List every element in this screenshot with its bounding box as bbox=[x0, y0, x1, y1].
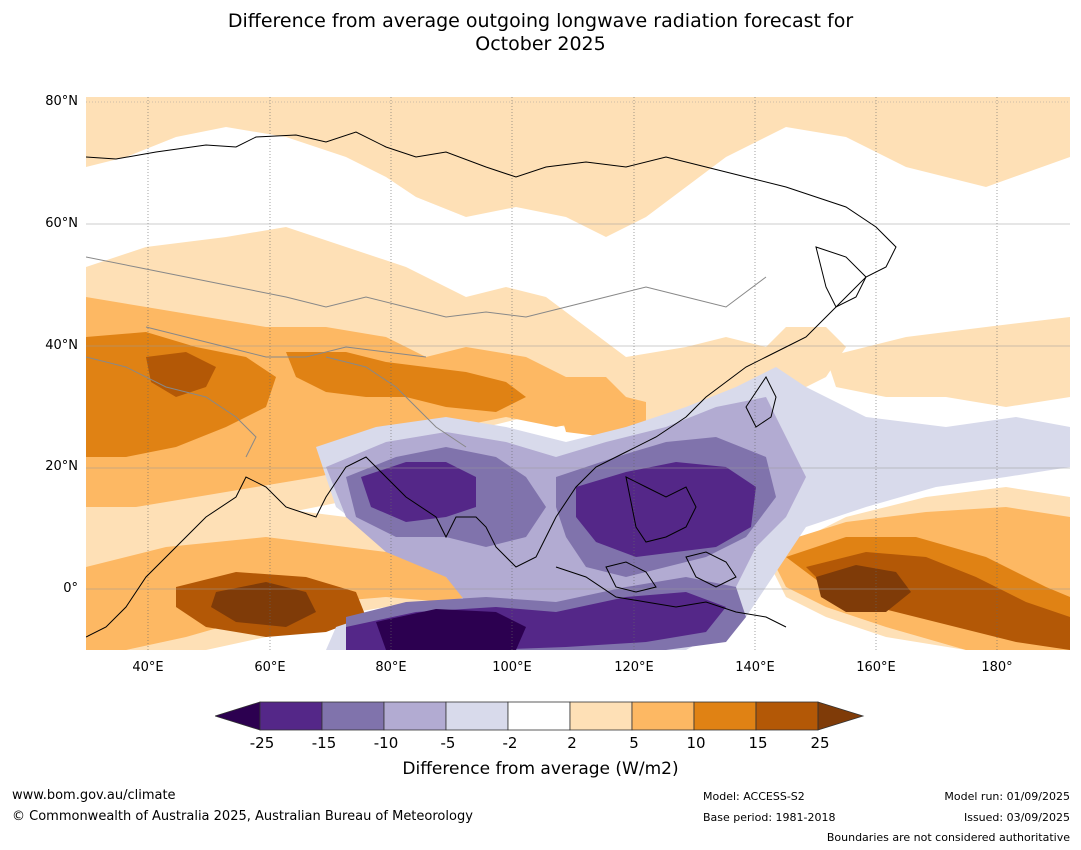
anomaly-region-darkest-brown-indian bbox=[211, 582, 316, 627]
colorbar-segment bbox=[569, 701, 633, 731]
anomaly-region-orange-middle-east bbox=[86, 297, 626, 507]
olr-anomaly-map bbox=[86, 97, 1070, 650]
anomaly-region-light-orange-north bbox=[86, 97, 1070, 237]
lat-label-0: 0° bbox=[63, 581, 78, 596]
colorbar-segment bbox=[631, 701, 695, 731]
footer-copyright: © Commonwealth of Australia 2025, Austra… bbox=[12, 809, 473, 824]
colorbar bbox=[213, 700, 866, 732]
anomaly-region-dark-orange-tibet bbox=[286, 352, 526, 412]
colorbar-title: Difference from average (W/m2) bbox=[402, 759, 679, 779]
colorbar-extend-high bbox=[817, 701, 865, 731]
footer-issued: Issued: 03/09/2025 bbox=[963, 811, 1070, 824]
country-borders bbox=[86, 256, 767, 458]
lat-label-40n: 40°N bbox=[45, 338, 78, 353]
anomaly-region-deep-purple-pacific bbox=[576, 462, 756, 557]
lat-label-80n: 80°N bbox=[45, 94, 78, 109]
colorbar-segment bbox=[321, 701, 385, 731]
anomaly-region-light-orange-pacific bbox=[826, 317, 1070, 407]
colorbar-extend-low bbox=[213, 701, 261, 731]
colorbar-tick: -10 bbox=[373, 734, 399, 752]
footer-model-run: Model run: 01/09/2025 bbox=[944, 790, 1070, 803]
footer-base-period: Base period: 1981-2018 bbox=[703, 811, 836, 824]
lon-label-100e: 100°E bbox=[492, 660, 532, 675]
anomaly-region-darkest-purple bbox=[376, 609, 526, 650]
colorbar-tick: -15 bbox=[311, 734, 337, 752]
title-line-2: October 2025 bbox=[475, 33, 606, 55]
colorbar-segment bbox=[383, 701, 447, 731]
map-title: Difference from average outgoing longwav… bbox=[0, 10, 1081, 56]
colorbar-graphic bbox=[213, 701, 865, 731]
colorbar-segment bbox=[445, 701, 509, 731]
coastlines bbox=[86, 131, 897, 638]
lon-label-180: 180° bbox=[981, 660, 1013, 675]
lon-label-40e: 40°E bbox=[132, 660, 164, 675]
footer-disclaimer: Boundaries are not considered authoritat… bbox=[826, 831, 1070, 844]
lon-label-140e: 140°E bbox=[735, 660, 775, 675]
colorbar-tick: -2 bbox=[502, 734, 518, 752]
lat-label-20n: 20°N bbox=[45, 459, 78, 474]
colorbar-tick: 2 bbox=[567, 734, 577, 752]
colorbar-tick: 25 bbox=[810, 734, 830, 752]
latitude-lines bbox=[86, 101, 1070, 590]
colorbar-segment bbox=[755, 701, 819, 731]
anomaly-region-orange-china bbox=[556, 392, 646, 437]
anomaly-region-deep-purple-bay bbox=[361, 462, 476, 522]
colorbar-tick: 15 bbox=[748, 734, 768, 752]
graticule bbox=[147, 97, 998, 650]
colorbar-tick: 5 bbox=[629, 734, 639, 752]
lon-label-60e: 60°E bbox=[254, 660, 286, 675]
colorbar-tick: -25 bbox=[249, 734, 275, 752]
lon-label-80e: 80°E bbox=[375, 660, 407, 675]
lat-label-60n: 60°N bbox=[45, 216, 78, 231]
map-canvas bbox=[86, 97, 1070, 650]
lon-label-160e: 160°E bbox=[856, 660, 896, 675]
colorbar-tick: 10 bbox=[686, 734, 706, 752]
footer-website: www.bom.gov.au/climate bbox=[12, 788, 176, 803]
colorbar-tick: -5 bbox=[440, 734, 456, 752]
anomaly-region-darkest-brown-pacific bbox=[816, 565, 911, 612]
footer-model: Model: ACCESS-S2 bbox=[703, 790, 805, 803]
lon-label-120e: 120°E bbox=[614, 660, 654, 675]
colorbar-segment bbox=[259, 701, 323, 731]
colorbar-segment bbox=[693, 701, 757, 731]
colorbar-segment bbox=[507, 701, 571, 731]
title-line-1: Difference from average outgoing longwav… bbox=[227, 10, 854, 32]
